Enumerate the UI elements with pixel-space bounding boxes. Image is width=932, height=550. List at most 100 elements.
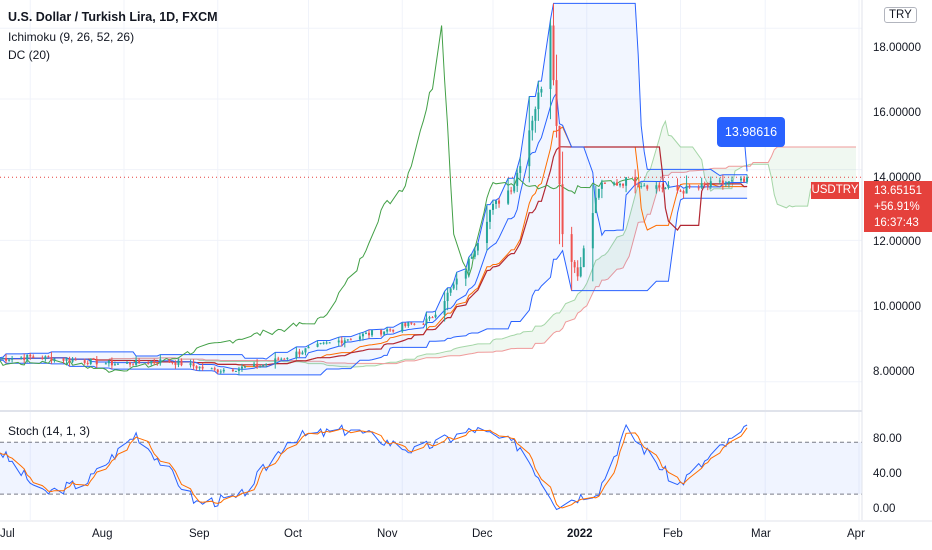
candle-body xyxy=(361,333,364,337)
candle-body xyxy=(597,188,600,198)
candle-body xyxy=(8,359,11,361)
price-callout[interactable]: 13.98616 xyxy=(717,117,785,147)
candle-body xyxy=(392,329,395,332)
price-tick-label: 14.00000 xyxy=(873,172,921,184)
candle-body xyxy=(253,363,256,367)
candle-body xyxy=(95,358,98,365)
candle-body xyxy=(50,357,53,361)
chikou-span xyxy=(0,25,639,373)
ichimoku-cloud xyxy=(108,119,857,368)
candle-body xyxy=(147,362,150,364)
candle-body xyxy=(386,329,389,332)
candle-body xyxy=(643,185,646,187)
candle-body xyxy=(612,182,615,184)
candle-body xyxy=(625,177,628,186)
candle-body xyxy=(2,358,5,360)
candle-body xyxy=(655,185,658,189)
candle-body xyxy=(371,330,374,336)
candle-body xyxy=(407,322,410,327)
candle-body xyxy=(603,182,606,184)
stoch-legend[interactable]: Stoch (14, 1, 3) xyxy=(8,424,91,438)
candle-body xyxy=(174,362,177,365)
candle-body xyxy=(298,351,301,355)
grid xyxy=(0,0,862,520)
candles xyxy=(0,3,749,375)
callout-pointer xyxy=(744,146,748,172)
candle-body xyxy=(700,183,703,188)
candle-body xyxy=(47,356,50,358)
candle-body xyxy=(74,359,77,361)
candle-body xyxy=(646,185,649,189)
candle-body xyxy=(256,363,259,368)
time-label: Mar xyxy=(751,528,771,540)
candle-body xyxy=(619,183,622,186)
indicator-lines xyxy=(0,2,862,376)
kijun-sen xyxy=(0,146,748,366)
candle-body xyxy=(349,339,352,341)
candle-body xyxy=(11,358,14,360)
candle-body xyxy=(234,370,237,372)
candle-body xyxy=(688,185,691,188)
senkou-span-a xyxy=(108,119,857,368)
candle-body xyxy=(727,181,730,184)
candle-body xyxy=(721,180,724,185)
candle-body xyxy=(26,354,29,360)
donchian-lower xyxy=(0,197,748,376)
candle-body xyxy=(295,351,298,358)
stoch-d-line xyxy=(0,427,748,509)
candle-body xyxy=(600,182,603,189)
candle-body xyxy=(132,364,135,366)
candle-body xyxy=(488,209,491,222)
candle-body xyxy=(216,369,219,373)
senkou-span-b xyxy=(108,146,856,365)
candle-body xyxy=(640,185,643,187)
candle-body xyxy=(730,180,733,182)
candle-body xyxy=(709,181,712,187)
candle-body xyxy=(492,203,495,210)
candle-body xyxy=(240,366,243,369)
candle-body xyxy=(340,340,343,344)
candle-body xyxy=(213,368,216,370)
time-label: Sep xyxy=(189,528,210,540)
stochastic-pane xyxy=(0,423,862,511)
ichimoku-legend[interactable]: Ichimoku (9, 26, 52, 26) xyxy=(8,30,135,44)
time-label: Aug xyxy=(92,528,113,540)
candle-body xyxy=(107,360,110,364)
candle-body xyxy=(570,234,573,262)
candle-body xyxy=(337,340,340,343)
donchian-channel-fill xyxy=(0,3,748,375)
candle-body xyxy=(434,314,437,318)
candle-body xyxy=(358,336,361,340)
donchian-legend[interactable]: DC (20) xyxy=(8,48,51,62)
symbol-title[interactable]: U.S. Dollar / Turkish Lira, 1D, FXCM xyxy=(8,10,218,24)
candle-body xyxy=(401,323,404,332)
candle-body xyxy=(71,359,74,362)
candle-body xyxy=(679,190,682,192)
candle-body xyxy=(519,166,522,173)
candle-body xyxy=(219,371,222,373)
symbol-price-tag: USDTRY xyxy=(811,182,859,199)
candle-body xyxy=(92,358,95,360)
candle-body xyxy=(44,356,47,360)
candle-body xyxy=(195,366,198,369)
candle-body xyxy=(138,359,141,363)
candle-body xyxy=(198,366,201,369)
candle-body xyxy=(189,363,192,366)
candle-body xyxy=(634,177,637,186)
currency-badge[interactable]: TRY xyxy=(884,7,917,23)
candle-body xyxy=(510,190,513,192)
candle-body xyxy=(473,250,476,257)
stoch-tick-label: 0.00 xyxy=(873,503,896,515)
time-label: Apr xyxy=(847,528,865,540)
price-tick-label: 12.00000 xyxy=(873,236,921,248)
candle-body xyxy=(364,332,367,334)
candle-body xyxy=(307,346,310,349)
candle-body xyxy=(661,187,664,189)
stoch-tick-label: 80.00 xyxy=(873,433,902,445)
candle-body xyxy=(201,366,204,369)
candle-body xyxy=(135,359,138,365)
candle-body xyxy=(265,364,268,366)
price-change: +56.91% xyxy=(874,201,920,213)
candle-body xyxy=(746,177,749,182)
